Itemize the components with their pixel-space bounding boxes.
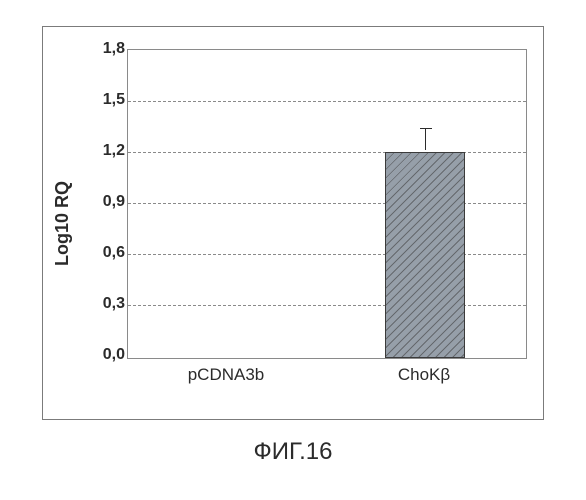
y-tick-label: 1,2 xyxy=(67,142,125,160)
gridline xyxy=(128,152,526,153)
error-cap xyxy=(420,128,432,129)
x-category-labels: pCDNA3bChoKβ xyxy=(127,365,527,405)
x-category-label: ChoKβ xyxy=(324,365,524,385)
y-tick-label: 0,6 xyxy=(67,244,125,262)
chart-frame: Log10 RQ 0,00,30,60,91,21,51,8 pCDNA3bCh… xyxy=(42,26,544,420)
plot-area xyxy=(127,49,527,359)
gridline xyxy=(128,305,526,306)
gridline xyxy=(128,203,526,204)
y-tick-label: 0,0 xyxy=(67,346,125,364)
y-tick-label: 0,9 xyxy=(67,193,125,211)
error-bar xyxy=(425,128,426,150)
bar-hatch xyxy=(386,153,463,357)
bar xyxy=(385,152,464,358)
x-category-label: pCDNA3b xyxy=(126,365,326,385)
y-tick-label: 1,5 xyxy=(67,91,125,109)
gridline xyxy=(128,254,526,255)
y-tick-label: 0,3 xyxy=(67,295,125,313)
y-tick-label: 1,8 xyxy=(67,40,125,58)
gridline xyxy=(128,101,526,102)
figure-caption: ФИГ.16 xyxy=(0,438,586,466)
